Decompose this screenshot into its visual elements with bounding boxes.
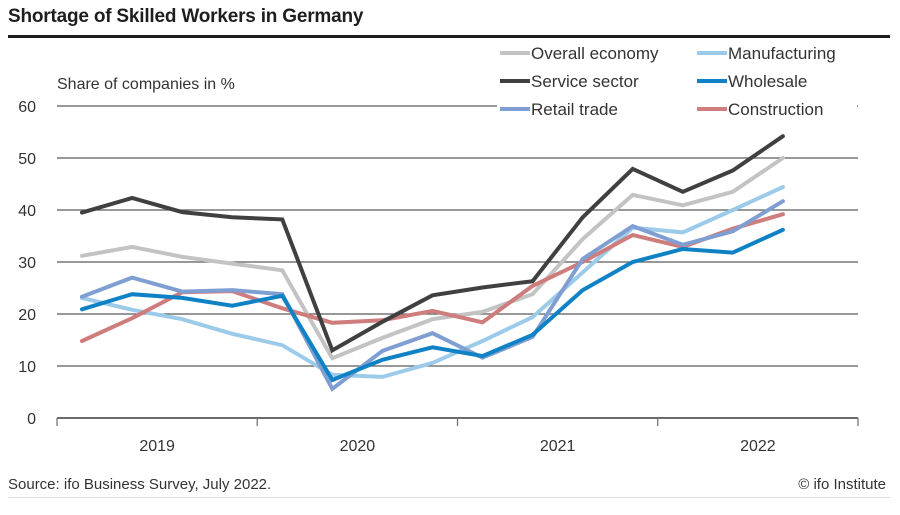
chart-title: Shortage of Skilled Workers in Germany (8, 6, 364, 27)
legend-label-wholesale: Wholesale (728, 72, 807, 91)
series-line-wholesale (80, 227, 785, 383)
y-tick-label: 0 (27, 411, 36, 428)
y-tick-label: 60 (18, 99, 36, 116)
legend: Overall economy Manufacturing Service sect… (497, 40, 857, 126)
series-lines (80, 134, 785, 392)
x-tick-label: 2021 (540, 438, 576, 455)
series-line-manufacturing (80, 185, 785, 379)
y-tick-label: 40 (18, 203, 36, 220)
x-tick-label: 2020 (340, 438, 376, 455)
copyright-note: © ifo Institute (798, 476, 886, 493)
gridlines (57, 105, 858, 367)
x-axis: 2019 2020 2021 2022 (56, 417, 859, 455)
legend-label-manufacturing: Manufacturing (728, 44, 836, 63)
source-note: Source: ifo Business Survey, July 2022. (8, 476, 272, 493)
line-chart: 0 10 20 30 40 50 60 Share of companies in % 20… (18, 40, 859, 455)
legend-label-retail-trade: Retail trade (531, 100, 618, 119)
y-tick-label: 30 (18, 255, 36, 272)
footer-divider (8, 497, 890, 498)
y-tick-label: 20 (18, 307, 36, 324)
x-tick-label: 2022 (740, 438, 776, 455)
legend-label-service-sector: Service sector (531, 72, 639, 91)
series-line-retail-trade (80, 199, 785, 392)
title-divider (8, 35, 890, 38)
x-tick-label: 2019 (139, 438, 175, 455)
series-line-service-sector (80, 134, 785, 354)
y-tick-label: 50 (18, 151, 36, 168)
legend-label-overall-economy: Overall economy (531, 44, 659, 63)
legend-background (497, 40, 857, 126)
y-axis-label: Share of companies in % (57, 76, 235, 93)
legend-label-construction: Construction (728, 100, 823, 119)
y-axis-ticks: 0 10 20 30 40 50 60 (18, 99, 36, 428)
series-line-overall-economy (80, 156, 785, 361)
y-tick-label: 10 (18, 359, 36, 376)
